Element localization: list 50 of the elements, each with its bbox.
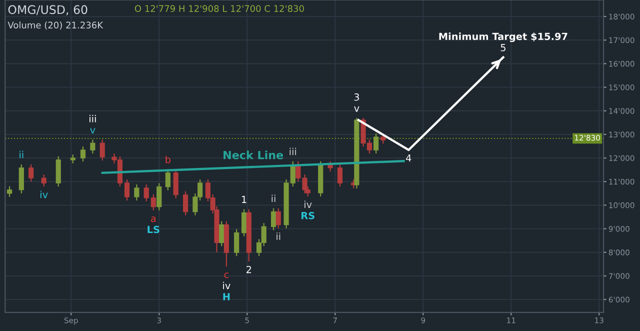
annotation: LS bbox=[148, 226, 160, 234]
candlestick bbox=[241, 208, 247, 237]
annotation: iv bbox=[304, 200, 312, 208]
annotation: RS bbox=[301, 212, 314, 220]
annotation: ii bbox=[276, 232, 280, 240]
candlestick bbox=[173, 168, 178, 199]
annotation: b bbox=[166, 156, 170, 164]
candlestick bbox=[18, 164, 24, 194]
annotation: 2 bbox=[246, 266, 251, 274]
annotation: ii bbox=[20, 150, 24, 158]
annotation: iv bbox=[40, 190, 48, 198]
candlestick bbox=[56, 156, 61, 188]
annotation: ii bbox=[272, 194, 276, 202]
candlestick bbox=[182, 190, 188, 216]
annotation: 5 bbox=[500, 44, 506, 52]
annotation: v bbox=[354, 106, 360, 112]
candlestick bbox=[337, 164, 343, 188]
candlestick bbox=[100, 139, 105, 162]
annotation: Minimum Target $15.97 bbox=[439, 32, 568, 42]
annotation: 4 bbox=[406, 154, 412, 162]
candlestick bbox=[165, 168, 170, 191]
candlestick bbox=[373, 132, 379, 154]
candlestick bbox=[28, 164, 34, 182]
candlestick bbox=[270, 208, 276, 231]
annotation: a bbox=[151, 216, 156, 222]
candlestick bbox=[156, 182, 162, 211]
series-label: Neck Line bbox=[224, 150, 284, 160]
annotation: c bbox=[224, 272, 229, 278]
candlestick bbox=[144, 184, 149, 202]
candlestick bbox=[90, 139, 96, 154]
annotation: iv bbox=[223, 282, 230, 290]
candlestick bbox=[134, 184, 140, 202]
candlestick bbox=[124, 178, 130, 202]
candlestick bbox=[219, 220, 224, 247]
candlestick bbox=[328, 160, 333, 172]
annotation: Volume (20) 21.236K bbox=[8, 22, 104, 30]
chart-subtitle: O 12'779 H 12'908 L 12'700 C 12'830 bbox=[134, 5, 304, 12]
candlestick bbox=[80, 146, 86, 162]
candlestick bbox=[41, 174, 46, 188]
annotation: H bbox=[223, 293, 230, 300]
annotation: v bbox=[90, 128, 96, 134]
candlestick bbox=[6, 186, 12, 198]
candlestick bbox=[234, 228, 240, 257]
annotation: 1 bbox=[242, 196, 246, 203]
candlestick bbox=[150, 194, 156, 211]
candlestick bbox=[276, 208, 281, 229]
annotation: iii bbox=[290, 148, 296, 156]
chart-title: OMG/USD, 60 bbox=[8, 5, 88, 16]
annotation: 3 bbox=[354, 93, 359, 101]
annotation: iii bbox=[90, 114, 96, 122]
